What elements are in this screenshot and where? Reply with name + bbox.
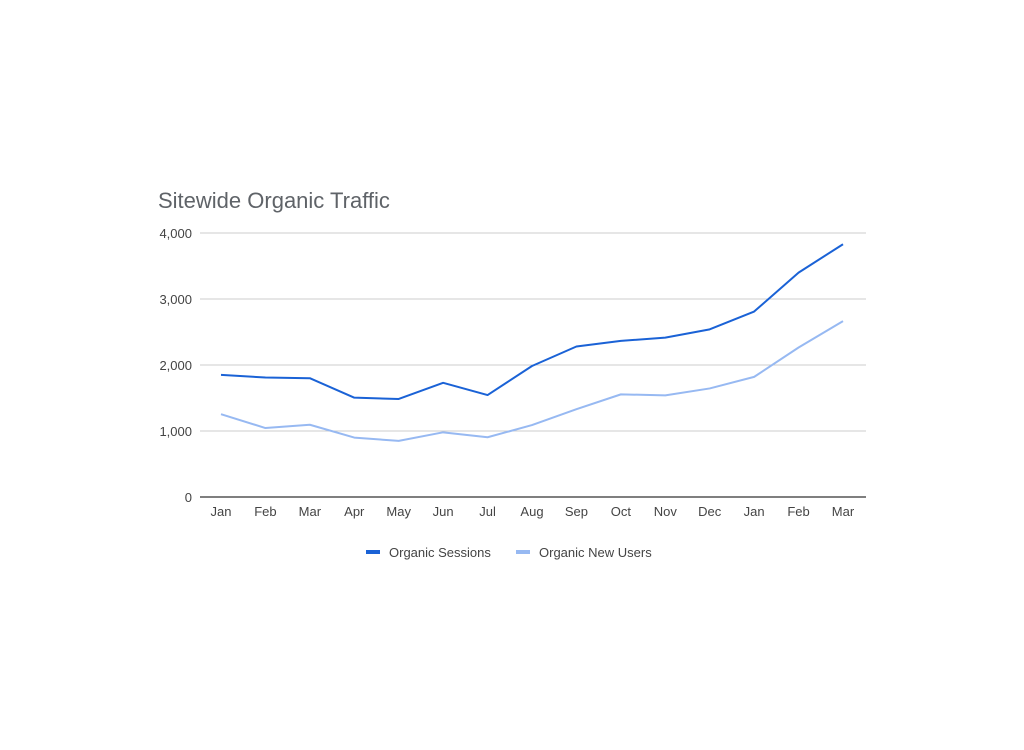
legend-label-1: Organic New Users bbox=[539, 545, 652, 560]
x-tick-label: Feb bbox=[787, 504, 809, 519]
x-tick-label: Mar bbox=[299, 504, 322, 519]
x-tick-label: Aug bbox=[520, 504, 543, 519]
legend-swatch-0 bbox=[366, 550, 380, 554]
x-tick-label: Feb bbox=[254, 504, 276, 519]
y-tick-label: 3,000 bbox=[159, 292, 192, 307]
chart-title: Sitewide Organic Traffic bbox=[158, 188, 390, 213]
y-tick-label: 0 bbox=[185, 490, 192, 505]
x-tick-label: Jan bbox=[744, 504, 765, 519]
legend-swatch-1 bbox=[516, 550, 530, 554]
y-tick-label: 1,000 bbox=[159, 424, 192, 439]
series-line-0 bbox=[220, 243, 844, 400]
y-tick-label: 4,000 bbox=[159, 226, 192, 241]
legend-label-0: Organic Sessions bbox=[389, 545, 491, 560]
x-tick-label: May bbox=[386, 504, 411, 519]
x-tick-label: Mar bbox=[832, 504, 855, 519]
x-tick-label: Jun bbox=[433, 504, 454, 519]
x-tick-label: Nov bbox=[654, 504, 678, 519]
x-tick-label: Sep bbox=[565, 504, 588, 519]
x-tick-label: Jan bbox=[211, 504, 232, 519]
y-tick-label: 2,000 bbox=[159, 358, 192, 373]
x-tick-label: Oct bbox=[611, 504, 632, 519]
x-tick-label: Apr bbox=[344, 504, 365, 519]
x-tick-label: Dec bbox=[698, 504, 722, 519]
x-tick-label: Jul bbox=[479, 504, 496, 519]
